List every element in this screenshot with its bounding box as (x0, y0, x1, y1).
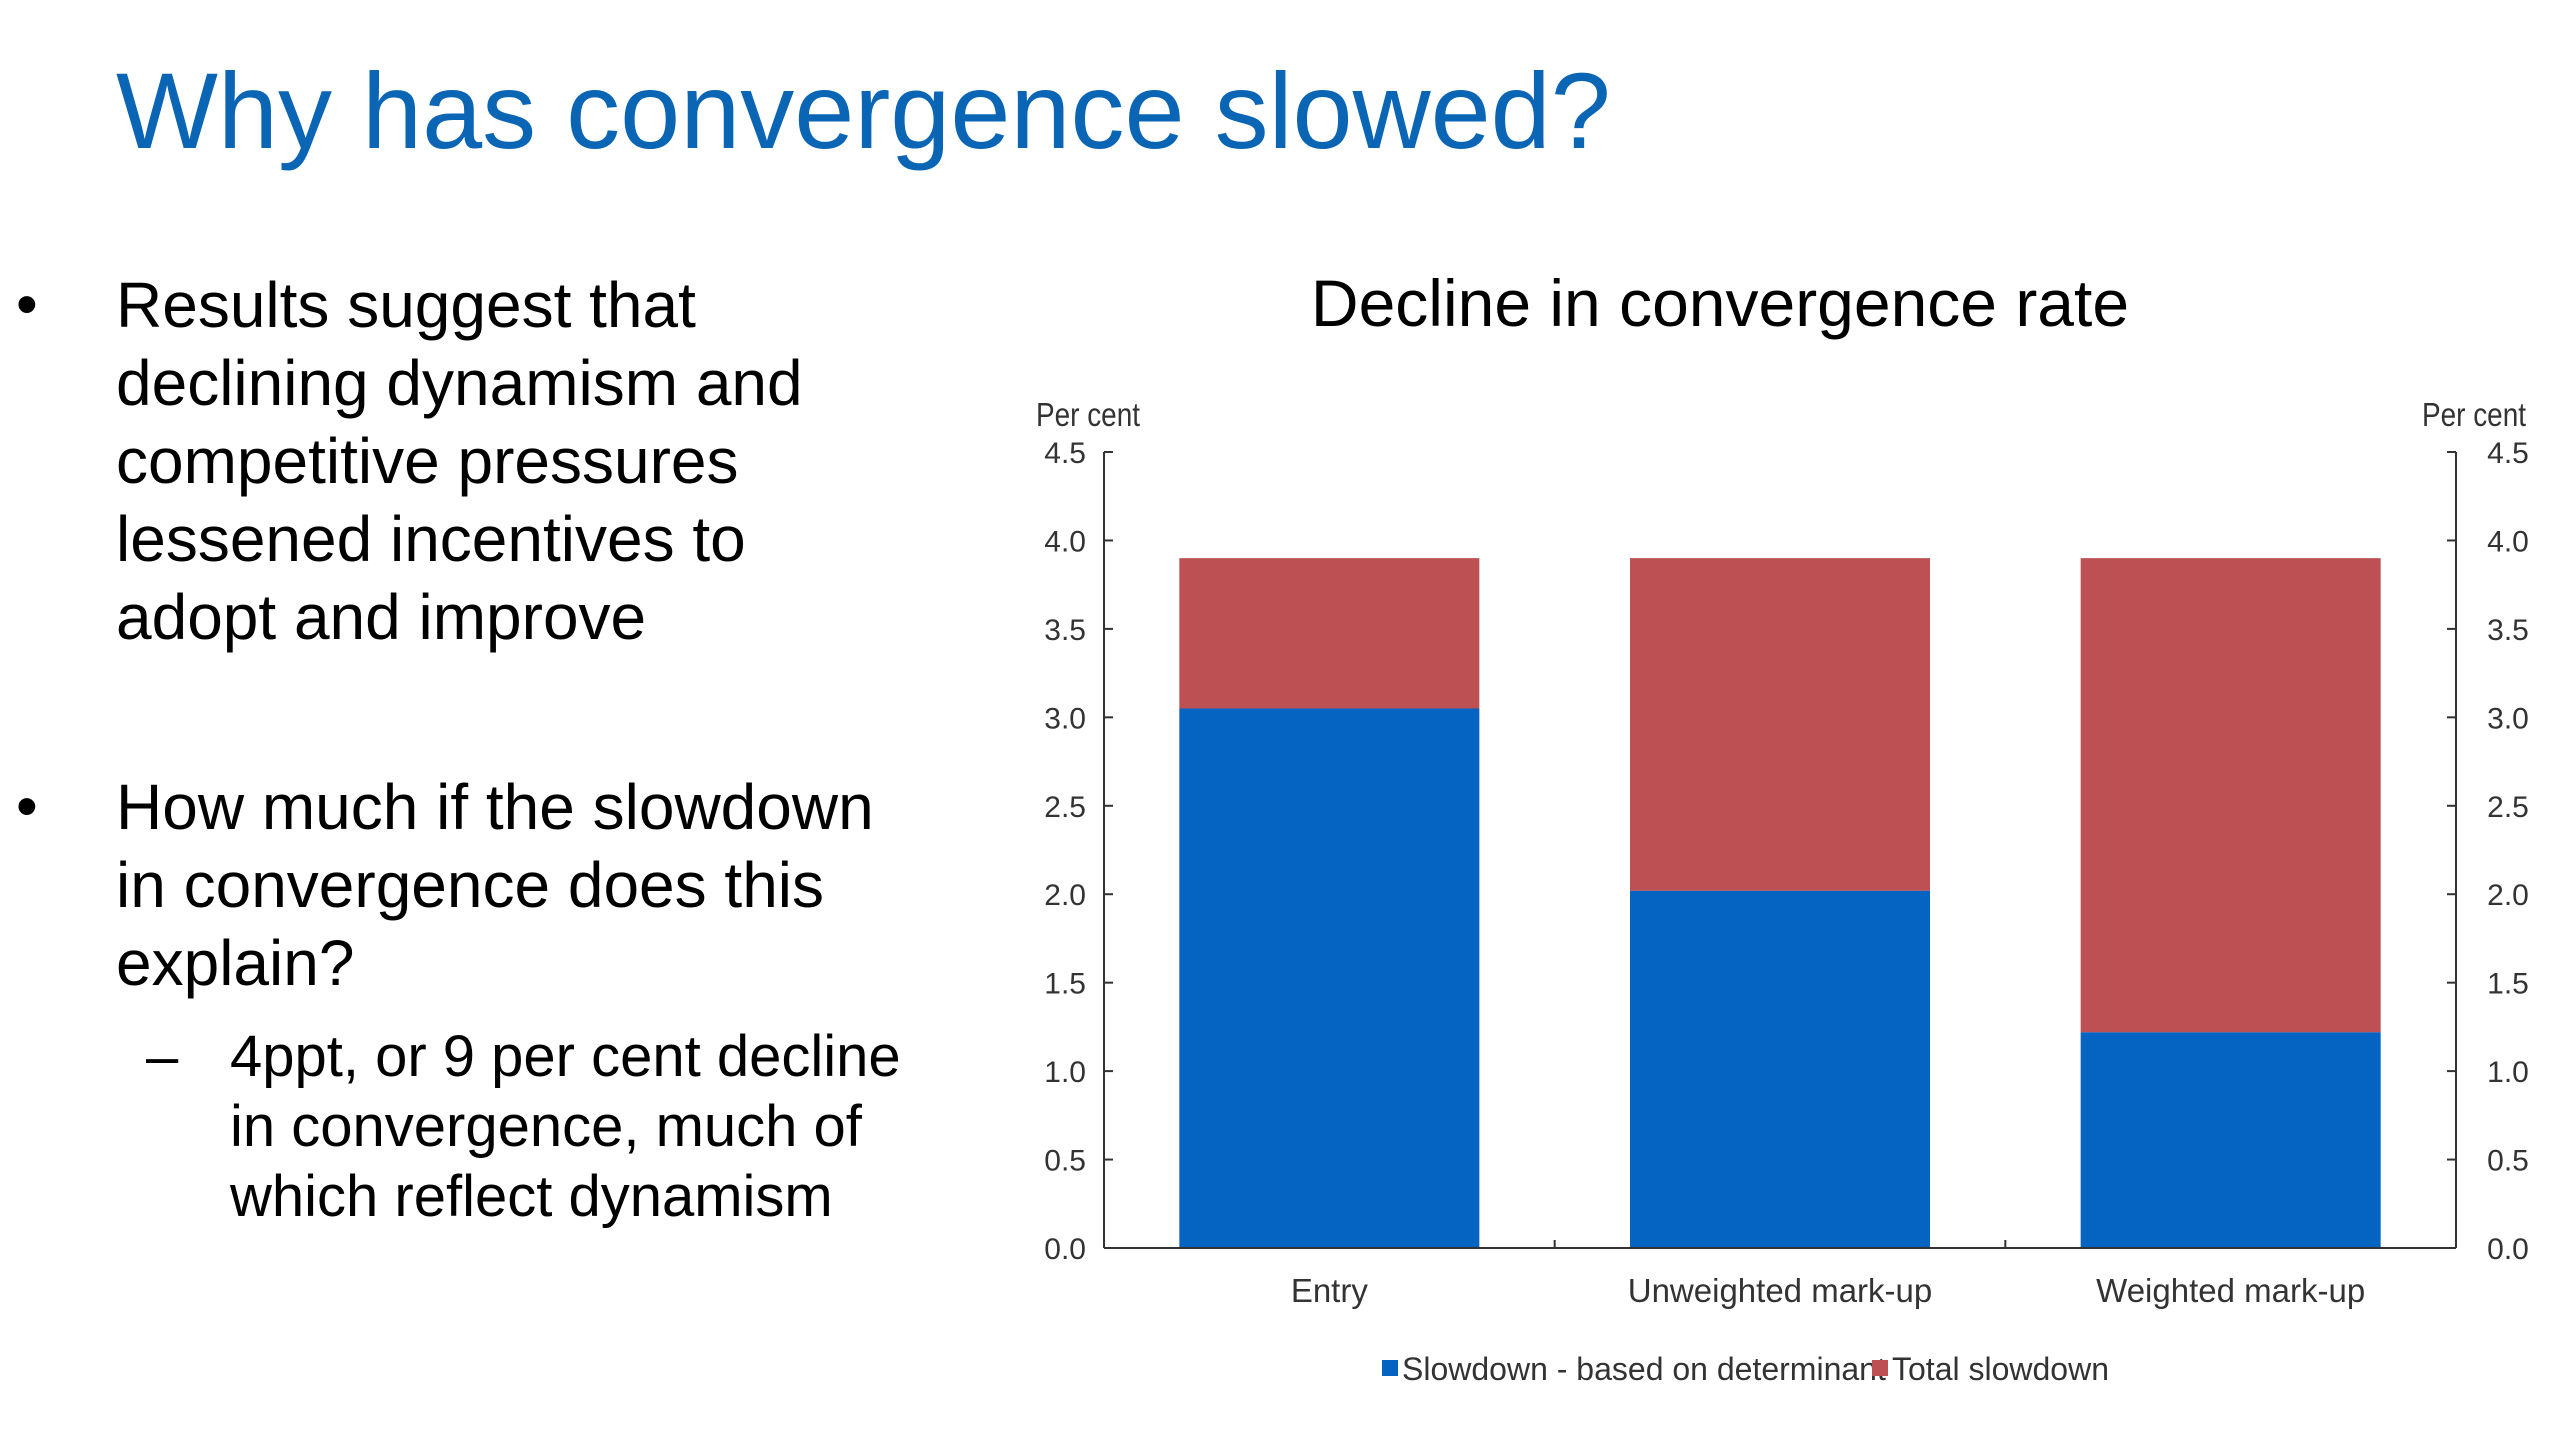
y-tick-label-right: 1.5 (2487, 968, 2529, 1001)
bar-segment-total (1179, 558, 1480, 709)
sub-bullet-marker: – (146, 1024, 179, 1089)
y-tick-label-left: 4.0 (1044, 525, 1086, 558)
sub-bullet-text: 4ppt, or 9 per cent decline in convergen… (230, 1024, 901, 1229)
x-tick-label: Weighted mark-up (2096, 1272, 2365, 1309)
legend-swatch (1872, 1360, 1888, 1376)
legend-label: Slowdown - based on determinant (1402, 1351, 1886, 1387)
chart-svg: Decline in convergence rate Per cent Per c… (1036, 270, 2529, 1387)
slide-title: Why has convergence slowed? (116, 50, 1611, 171)
x-tick-label: Entry (1291, 1272, 1369, 1309)
y-tick-label-right: 2.5 (2487, 791, 2529, 824)
chart: Decline in convergence rate Per cent Per c… (1000, 270, 2560, 1440)
y-tick-label-left: 2.5 (1044, 791, 1086, 824)
bullet-marker: • (16, 772, 38, 841)
legend-swatch (1382, 1360, 1398, 1376)
y-tick-label-left: 3.0 (1044, 702, 1086, 735)
y-tick-label-left: 0.0 (1044, 1233, 1086, 1266)
x-tick-label: Unweighted mark-up (1628, 1272, 1932, 1309)
y-axis-label-right: Per cent (2422, 396, 2526, 433)
bar-segment-determinant (1630, 890, 1930, 1248)
legend-label: Total slowdown (1892, 1351, 2109, 1387)
bullet-text: Results suggest that declining dynamism … (116, 269, 803, 653)
y-tick-label-right: 1.0 (2487, 1056, 2529, 1089)
y-tick-label-right: 4.5 (2487, 437, 2529, 470)
y-tick-label-left: 2.0 (1044, 879, 1086, 912)
bar-segment-determinant (1179, 708, 1480, 1248)
y-tick-label-right: 4.0 (2487, 525, 2529, 558)
y-tick-label-right: 3.5 (2487, 614, 2529, 647)
y-axis-label-left: Per cent (1036, 396, 1140, 433)
bullet-marker: • (16, 270, 38, 339)
y-tick-label-right: 3.0 (2487, 702, 2529, 735)
bar-segment-total (1630, 558, 1930, 891)
y-tick-label-left: 3.5 (1044, 614, 1086, 647)
y-tick-label-left: 0.5 (1044, 1145, 1086, 1178)
y-tick-label-right: 0.5 (2487, 1145, 2529, 1178)
y-tick-label-right: 2.0 (2487, 879, 2529, 912)
y-tick-label-left: 1.0 (1044, 1056, 1086, 1089)
y-tick-label-left: 1.5 (1044, 968, 1086, 1001)
y-tick-label-right: 0.0 (2487, 1233, 2529, 1266)
bullet-text: How much if the slowdown in convergence … (116, 771, 874, 999)
bar-segment-determinant (2080, 1032, 2381, 1248)
y-tick-label-left: 4.5 (1044, 437, 1086, 470)
bar-segment-total (2080, 558, 2381, 1033)
chart-title: Decline in convergence rate (1311, 270, 2129, 340)
